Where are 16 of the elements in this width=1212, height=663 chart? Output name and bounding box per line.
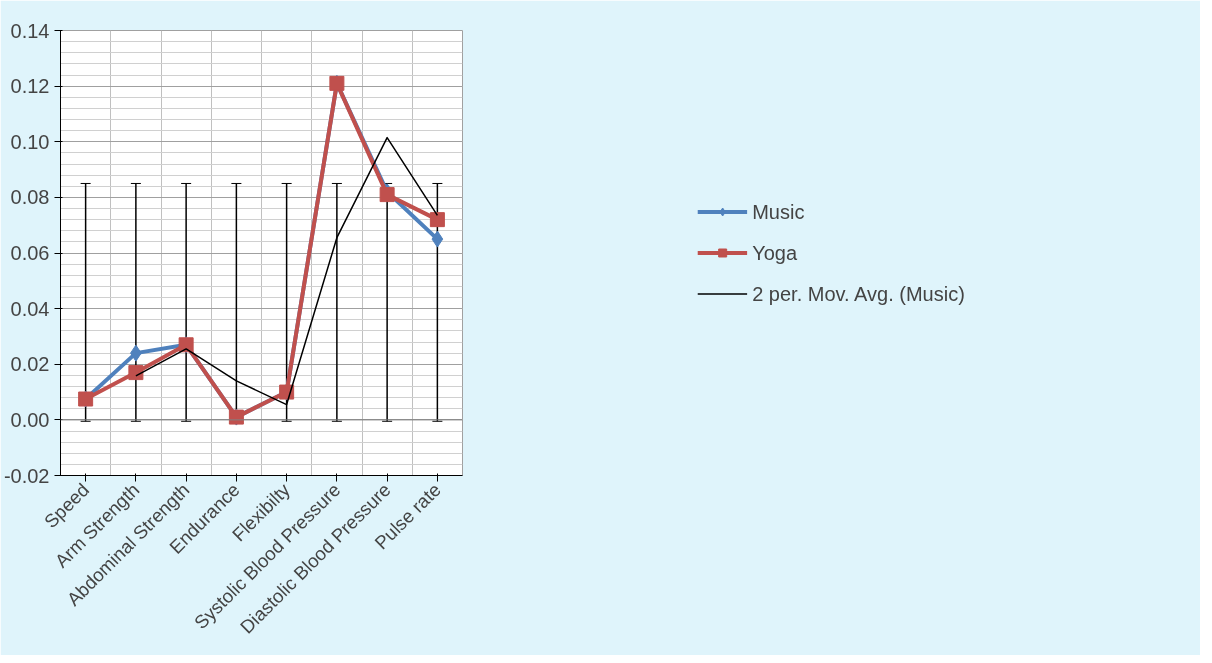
y-tick-label: -0.02	[3, 464, 50, 487]
y-tick-label: 0.08	[10, 186, 50, 209]
y-tick-label: 0.14	[10, 19, 50, 42]
y-tick-label: 0.04	[10, 297, 50, 320]
point	[431, 230, 444, 248]
y-tick-label: 0.02	[10, 353, 50, 376]
y-tick-label: 0.10	[10, 130, 50, 153]
point	[429, 212, 445, 228]
y-tick-label: 0.00	[10, 408, 50, 431]
legend-label: Yoga	[752, 241, 798, 264]
point	[128, 365, 144, 381]
legend-label: 2 per. Mov. Avg. (Music)	[752, 282, 965, 305]
y-tick-label: 0.06	[10, 242, 50, 264]
legend-label: Music	[752, 200, 805, 223]
point	[379, 187, 395, 203]
y-tick-label: 0.12	[10, 75, 50, 98]
